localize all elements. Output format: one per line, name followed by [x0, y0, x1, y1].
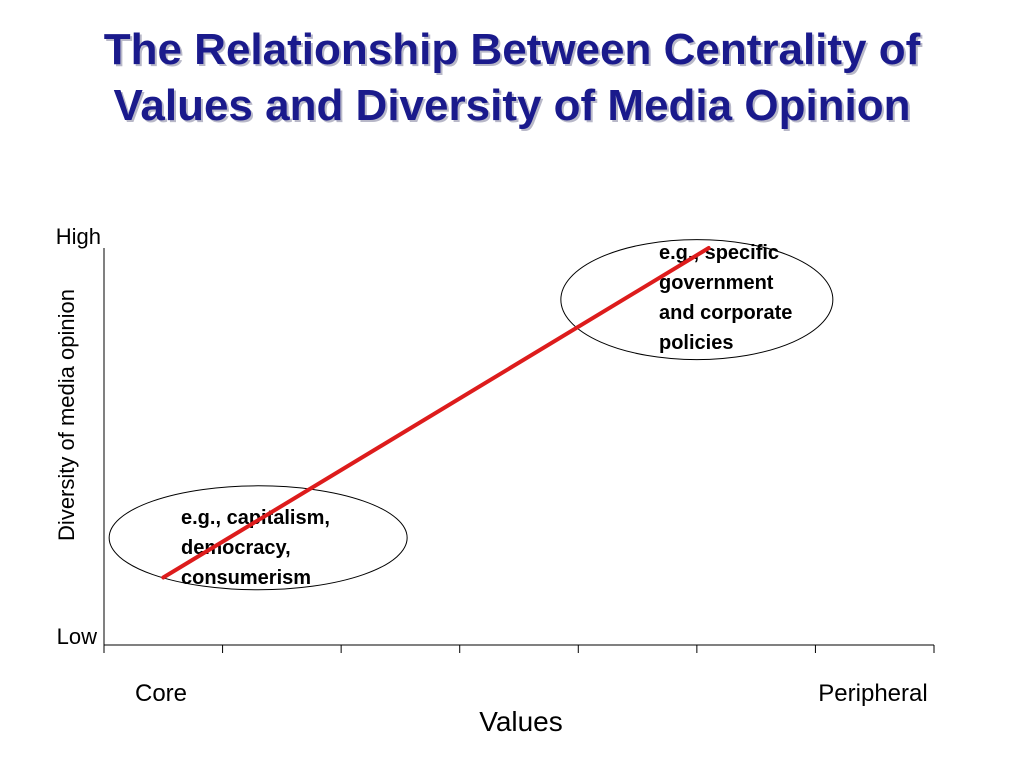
- chart-title: The Relationship Between Centrality of V…: [0, 22, 1024, 134]
- chart-title-line-2: Values and Diversity of Media Opinion: [113, 81, 911, 130]
- annotation-text: e.g., specific government and corporate pol…: [659, 242, 792, 354]
- annotation-text-line: and corporate: [659, 302, 792, 324]
- annotation-text-line: government: [659, 272, 774, 294]
- annotations: e.g., capitalism, democracy, consumerisme.…: [108, 239, 834, 591]
- annotation-text-line: policies: [659, 332, 733, 354]
- y-tick-label-high: High: [56, 224, 101, 249]
- annotation-ellipse: [560, 239, 834, 361]
- annotation-text-line: e.g., specific: [659, 242, 779, 264]
- x-tick-label-core: Core: [135, 680, 187, 707]
- annotation-text-line: democracy,: [181, 537, 291, 559]
- annotation-ellipse: [108, 485, 408, 591]
- x-axis-label: Values: [479, 706, 563, 737]
- y-axis-label: Diversity of media opinion: [54, 289, 79, 541]
- annotation-text-line: e.g., capitalism,: [181, 507, 330, 529]
- axes: [103, 248, 935, 653]
- x-tick-label-peripheral: Peripheral: [818, 680, 927, 707]
- chart-title-line-1: The Relationship Between Centrality of: [103, 25, 921, 74]
- annotation-text: e.g., capitalism, democracy, consumerism: [181, 507, 330, 589]
- y-tick-label-low: Low: [57, 624, 97, 649]
- annotation-text-line: consumerism: [181, 567, 311, 589]
- x-ticks: [103, 645, 935, 653]
- trend-line: [161, 246, 711, 580]
